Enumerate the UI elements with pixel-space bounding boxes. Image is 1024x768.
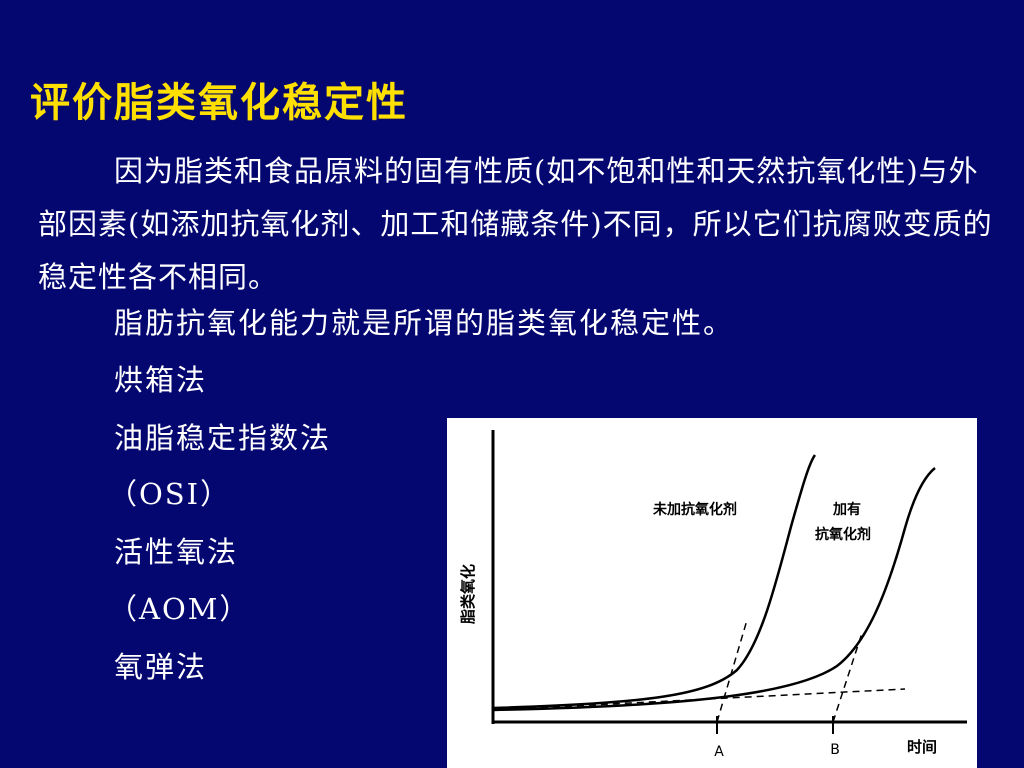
method-osi: 油脂稳定指数法 [114,421,332,455]
paragraph-text: 因为脂类和食品原料的固有性质(如不饱和性和天然抗氧化性)与外部因素(如添加抗氧化… [38,154,993,294]
oxidation-diagram: A B 时间 脂类氧化 未加抗氧化剂 加有 抗氧化剂 [459,430,967,760]
definition-sentence: 脂肪抗氧化能力就是所谓的脂类氧化稳定性。 [114,306,735,340]
method-oxygen-bomb: 氧弹法 [114,650,208,684]
curve-with-antioxidant-label-2: 抗氧化剂 [815,526,871,543]
tick-a-label: A [714,744,724,760]
x-axis-label: 时间 [907,738,937,756]
y-axis-label: 脂类氧化 [459,564,477,624]
method-oven: 烘箱法 [114,363,208,397]
oxidation-figure: A B 时间 脂类氧化 未加抗氧化剂 加有 抗氧化剂 [447,418,977,768]
method-osi-abbr: （OSI） [108,477,232,511]
curve-no-antioxidant-label: 未加抗氧化剂 [653,501,737,518]
curve-with-antioxidant [492,467,936,712]
curve-no-antioxidant [492,454,817,710]
tangent-a [716,619,748,723]
tangent-b [832,632,863,723]
method-aom: 活性氧法 [114,535,239,569]
curve-with-antioxidant-label-1: 加有 [832,501,861,518]
method-aom-abbr: （AOM） [108,592,251,626]
body-paragraph: 因为脂类和食品原料的固有性质(如不饱和性和天然抗氧化性)与外部因素(如添加抗氧化… [38,145,998,304]
tick-b-label: B [830,742,840,758]
slide-title: 评价脂类氧化稳定性 [30,80,408,126]
baseline-tangent [492,688,906,711]
